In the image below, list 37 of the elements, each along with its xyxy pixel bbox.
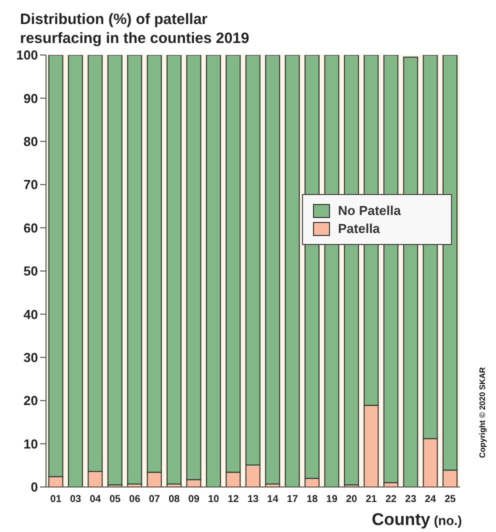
y-tick-label: 50 bbox=[24, 264, 38, 279]
x-tick-label: 14 bbox=[267, 494, 279, 506]
y-tick-label: 90 bbox=[24, 90, 38, 106]
x-tick-label: 24 bbox=[424, 494, 436, 506]
x-tick-label: 08 bbox=[168, 494, 180, 506]
x-tick-label: 05 bbox=[109, 494, 121, 506]
x-tick-label: 23 bbox=[405, 494, 417, 506]
x-tick-label: 13 bbox=[247, 494, 259, 506]
x-tick-label: 17 bbox=[286, 494, 298, 506]
x-tick-label: 04 bbox=[90, 494, 102, 506]
legend-label: No Patella bbox=[338, 203, 401, 218]
x-tick-label: 06 bbox=[129, 494, 141, 506]
x-tick-label: 12 bbox=[228, 494, 240, 506]
x-tick-label: 25 bbox=[444, 494, 456, 506]
x-axis-title: County (no.) bbox=[372, 510, 462, 530]
x-tick-label: 22 bbox=[385, 494, 397, 506]
x-tick-label: 19 bbox=[326, 494, 338, 506]
y-tick-label: 0 bbox=[30, 480, 38, 495]
y-tick-label: 20 bbox=[24, 393, 38, 408]
y-tick-label: 10 bbox=[24, 436, 38, 452]
chart-title: Distribution (%) of patellar resurfacing in the counties 2019 bbox=[20, 10, 250, 48]
y-tick-label: 70 bbox=[24, 177, 38, 192]
y-tick-label: 100 bbox=[16, 48, 38, 63]
x-tick-label: 07 bbox=[148, 494, 160, 506]
text: Copyright © 2020 SKAR bbox=[478, 367, 487, 458]
y-tick-label: 40 bbox=[24, 306, 38, 322]
legend-label: Patella bbox=[338, 221, 380, 236]
y-tick-label: 80 bbox=[24, 134, 38, 150]
y-tick-label: 30 bbox=[24, 350, 38, 366]
x-tick-label: 03 bbox=[70, 494, 82, 506]
x-tick-label: 20 bbox=[346, 494, 358, 506]
y-tick-label: 60 bbox=[24, 220, 38, 236]
x-tick-label: 18 bbox=[306, 494, 318, 506]
x-tick-label: 21 bbox=[366, 494, 378, 506]
x-tick-label: 10 bbox=[208, 494, 220, 506]
x-tick-label: 01 bbox=[50, 494, 62, 506]
x-tick-label: 09 bbox=[188, 494, 200, 506]
